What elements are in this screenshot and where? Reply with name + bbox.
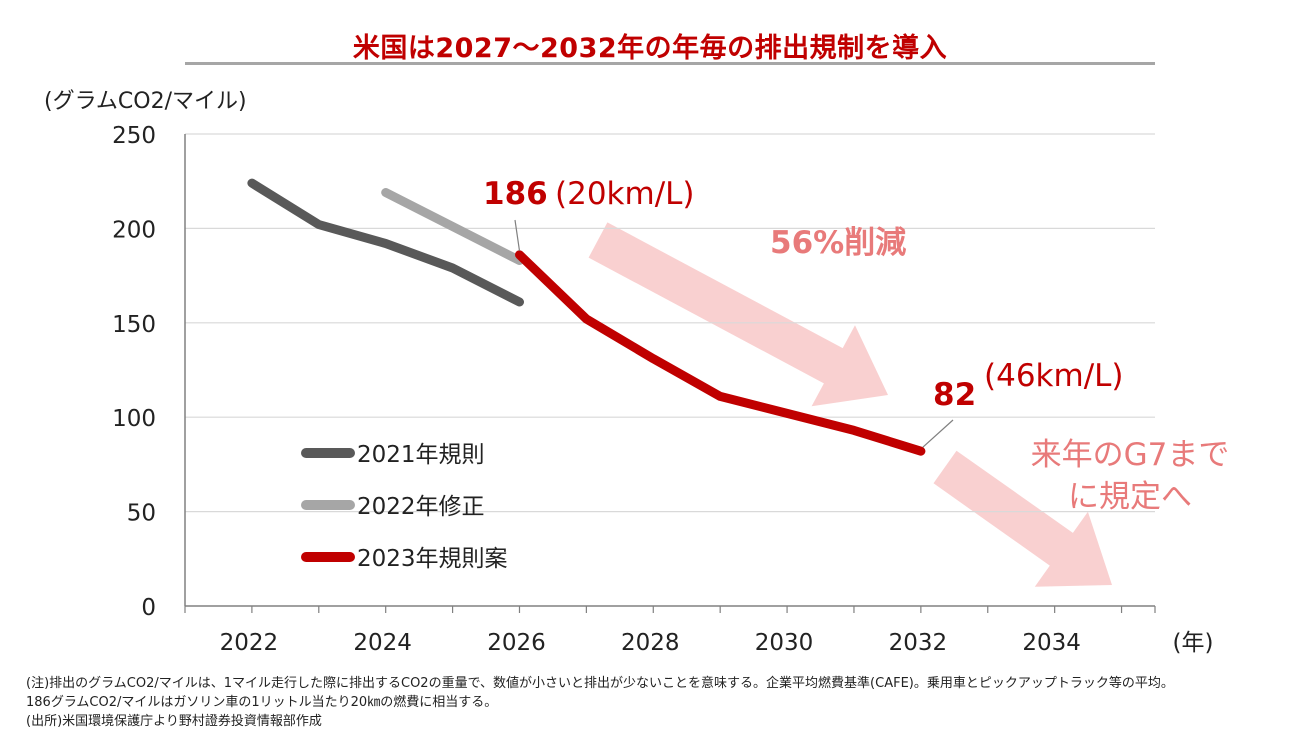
footnote-2: 186グラムCO2/マイルはガソリン車の1リットル当たり20㎞の燃費に相当する。 (26, 695, 498, 710)
data-label: 186 (483, 176, 548, 212)
trend-arrows (588, 222, 1112, 587)
title-underline (185, 62, 1155, 65)
data-label-note: (20km/L) (555, 176, 695, 212)
x-tick-label: 2032 (889, 630, 948, 656)
g7-arrow (933, 450, 1112, 587)
x-tick-label: 2034 (1022, 630, 1081, 656)
reduction-callout: 56%削減 (770, 225, 906, 261)
data-label: 82 (933, 377, 976, 413)
leader-line (922, 419, 954, 448)
x-tick-label: 2028 (621, 630, 680, 656)
x-tick-label: 2022 (220, 630, 279, 656)
y-axis-label: (グラムCO2/マイル) (44, 89, 247, 114)
y-tick-label: 100 (112, 406, 156, 432)
legend-label: 2022年修正 (357, 494, 485, 520)
series-line (381, 188, 524, 265)
series-line (515, 250, 926, 456)
chart-title: 米国は2027〜2032年の年毎の排出規制を導入 (352, 33, 948, 64)
y-tick-label: 150 (112, 312, 156, 338)
x-axis-label: (年) (1173, 630, 1214, 656)
y-tick-label: 0 (141, 595, 156, 621)
data-label-note: (46km/L) (984, 358, 1124, 394)
g7-callout-line: 来年のG7まで (1031, 437, 1230, 473)
y-tick-label: 200 (112, 217, 156, 243)
x-tick-label: 2026 (487, 630, 546, 656)
y-tick-label: 250 (112, 123, 156, 149)
axes: 0 50 100 150 200 250 2022 2024 2026 2028 2030 2032 2… (44, 89, 1213, 656)
g7-callout-line: に規定へ (1068, 479, 1192, 515)
reduction-arrow (588, 222, 888, 407)
x-tick-label: 2024 (353, 630, 412, 656)
legend: 2021年規則 2022年修正 2023年規則案 (301, 442, 508, 572)
source-note: (出所)米国環境保護庁より野村證券投資情報部作成 (26, 714, 322, 729)
footnote-1: (注)排出のグラムCO2/マイルは、1マイル走行した際に排出するCO2の重量で、… (26, 676, 1174, 691)
series-lines (247, 178, 926, 456)
leader-line (514, 219, 521, 251)
series-line (247, 178, 524, 307)
legend-label: 2021年規則 (357, 442, 485, 468)
legend-label: 2023年規則案 (357, 546, 508, 572)
x-tick-label: 2030 (755, 630, 814, 656)
y-tick-label: 50 (127, 501, 156, 527)
